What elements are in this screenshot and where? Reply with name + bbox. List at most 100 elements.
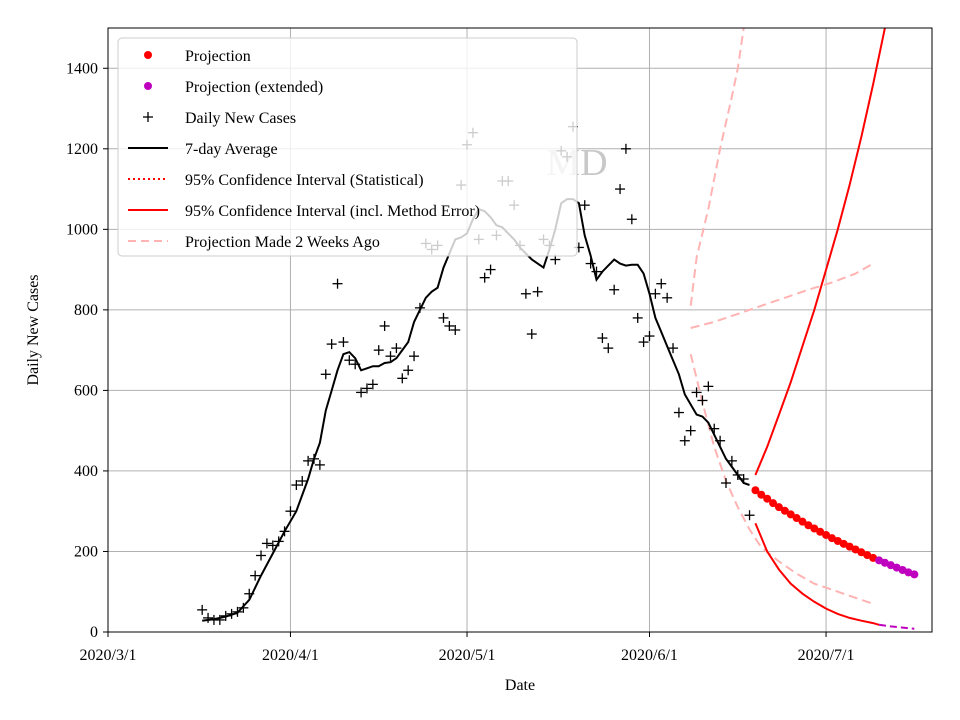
daily-case-marker <box>338 337 349 348</box>
prev-projection-lower-line <box>689 353 874 605</box>
legend-label: Projection Made 2 Weeks Ago <box>185 234 380 251</box>
daily-case-marker <box>226 608 237 619</box>
daily-case-marker <box>279 526 290 537</box>
daily-case-marker <box>479 272 490 283</box>
daily-case-marker <box>391 343 402 354</box>
x-tick-label: 2020/5/1 <box>439 647 496 664</box>
daily-case-marker <box>438 312 449 323</box>
daily-case-marker <box>309 453 319 464</box>
daily-case-marker <box>662 292 673 303</box>
legend-swatch <box>144 82 152 90</box>
legend-entry-projection: Projection <box>144 48 251 65</box>
daily-case-marker <box>485 264 496 275</box>
legend-entry-average: 7-day Average <box>128 141 278 158</box>
daily-case-marker <box>626 214 637 225</box>
daily-case-marker <box>267 540 278 551</box>
daily-case-marker <box>591 266 602 277</box>
projection-point <box>810 524 819 533</box>
daily-case-marker <box>585 258 596 269</box>
daily-case-marker <box>297 476 308 486</box>
daily-case-marker <box>291 480 302 491</box>
projection-point <box>816 527 825 536</box>
projection-point <box>804 521 813 530</box>
projection-point <box>751 486 760 495</box>
ci-upper-line <box>754 28 886 476</box>
projection-point <box>792 514 801 523</box>
axes-frame <box>107 27 933 633</box>
x-tick-label: 2020/6/1 <box>621 647 678 664</box>
daily-case-marker <box>603 343 614 354</box>
projection-point <box>769 499 778 508</box>
daily-case-marker <box>609 284 620 295</box>
projection-point <box>774 503 783 512</box>
x-tick-label: 2020/7/1 <box>798 647 855 664</box>
y-tick-label: 800 <box>74 302 98 319</box>
daily-case-marker <box>361 383 372 394</box>
daily-case-marker <box>721 478 731 489</box>
y-tick-label: 600 <box>74 382 98 399</box>
daily-case-marker <box>709 423 720 434</box>
daily-case-marker <box>644 331 655 342</box>
legend-label: 95% Confidence Interval (Statistical) <box>185 172 424 189</box>
legend-swatch <box>143 112 153 122</box>
daily-case-marker <box>632 312 643 323</box>
legend-entry-projection_extended: Projection (extended) <box>144 79 323 96</box>
projection-point <box>786 510 795 519</box>
daily-case-marker <box>450 325 461 335</box>
y-tick-label: 1200 <box>66 141 98 158</box>
daily-case-marker <box>673 407 684 418</box>
daily-case-marker <box>203 612 214 623</box>
daily-case-marker <box>732 469 743 480</box>
daily-case-marker <box>414 302 425 313</box>
daily-case-marker <box>668 343 679 354</box>
legend-entry-ci_method: 95% Confidence Interval (incl. Method Er… <box>128 203 480 220</box>
projection-point <box>757 490 766 499</box>
daily-case-marker <box>703 381 714 392</box>
daily-case-marker <box>285 506 296 517</box>
daily-case-marker <box>444 320 455 331</box>
legend-label: Projection <box>185 48 251 65</box>
legend-label: Daily New Cases <box>185 110 296 127</box>
axis-ticks: 2020/3/1 2020/4/1 2020/5/1 2020/6/1 2020/7/1… <box>66 60 855 664</box>
daily-case-marker <box>685 425 696 436</box>
daily-case-marker <box>379 320 390 331</box>
daily-case-marker <box>220 610 231 621</box>
daily-case-marker <box>261 538 272 549</box>
daily-case-marker <box>532 286 543 297</box>
daily-case-marker <box>615 184 626 195</box>
legend-entry-prev_projection: Projection Made 2 Weeks Ago <box>128 234 380 251</box>
daily-case-marker <box>350 359 361 370</box>
legend-swatch <box>144 51 152 59</box>
daily-case-marker <box>303 455 314 466</box>
daily-case-marker <box>597 333 608 344</box>
y-tick-label: 0 <box>90 624 98 641</box>
daily-case-marker <box>238 602 249 613</box>
daily-case-marker <box>638 337 649 348</box>
legend-box <box>117 37 578 257</box>
daily-case-marker <box>697 395 708 406</box>
daily-case-marker <box>356 387 367 398</box>
x-tick-label: 2020/3/1 <box>80 647 137 664</box>
y-tick-label: 1400 <box>66 60 98 77</box>
daily-case-marker <box>250 570 261 581</box>
daily-case-marker <box>197 604 208 615</box>
daily-case-marker <box>344 355 355 366</box>
daily-case-marker <box>244 588 255 599</box>
y-tick-label: 400 <box>74 463 98 480</box>
daily-case-marker <box>314 459 325 470</box>
daily-case-marker <box>403 365 414 376</box>
daily-case-marker <box>332 278 343 289</box>
daily-case-marker <box>726 455 737 466</box>
ci-lower-extended-line <box>878 623 915 630</box>
legend-label: Projection (extended) <box>185 79 323 96</box>
legend-entry-ci_statistical: 95% Confidence Interval (Statistical) <box>128 172 424 189</box>
daily-case-marker <box>385 351 396 362</box>
y-tick-label: 1000 <box>66 221 98 238</box>
prev-projection-center-line <box>690 262 874 329</box>
daily-case-marker <box>679 435 690 446</box>
x-tick-label: 2020/4/1 <box>262 647 319 664</box>
projection-point <box>780 506 789 515</box>
legend-label: 95% Confidence Interval (incl. Method Er… <box>185 203 480 220</box>
daily-case-marker <box>691 387 702 398</box>
daily-case-marker <box>650 288 661 299</box>
